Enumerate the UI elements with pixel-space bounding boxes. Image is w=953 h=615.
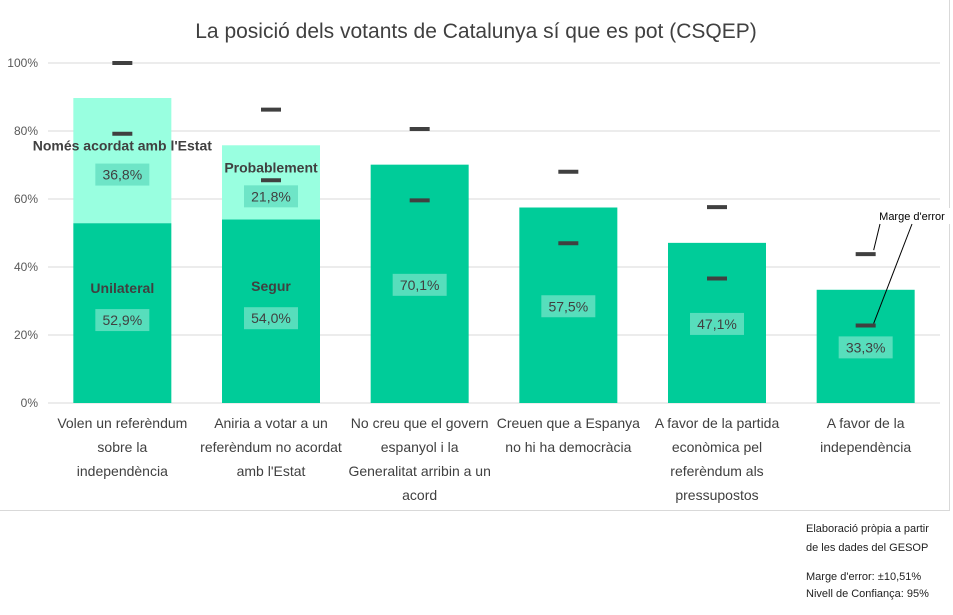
- y-tick-label: 0%: [21, 396, 39, 410]
- category-label: pressupostos: [675, 487, 758, 503]
- annotation-leader: [873, 223, 881, 251]
- category-label: econòmica pel: [672, 439, 762, 455]
- chart-frame: [0, 0, 950, 511]
- y-tick-label: 60%: [14, 192, 38, 206]
- annotation-leader: [873, 223, 913, 324]
- category-label: acord: [402, 487, 437, 503]
- segment-name: Només acordat amb l'Estat: [33, 138, 213, 154]
- source-note-line2: de les dades del GESOP: [806, 542, 929, 554]
- data-label-box: [244, 185, 298, 208]
- data-label: 21,8%: [251, 188, 291, 204]
- y-tick-label: 100%: [7, 56, 38, 70]
- category-label: referèndum als: [670, 463, 763, 479]
- data-label: 70,1%: [400, 277, 440, 293]
- data-label-box: [95, 163, 150, 186]
- chart-title: La posició dels votants de Catalunya sí …: [195, 20, 756, 43]
- category-label: independència: [820, 439, 911, 455]
- data-label-box: [690, 312, 744, 335]
- data-label-box: [392, 273, 447, 296]
- category-label: espanyol i la: [381, 439, 459, 455]
- category-label: A favor de la partida: [655, 415, 780, 431]
- data-label: 52,9%: [102, 312, 142, 328]
- data-label: 36,8%: [102, 167, 142, 183]
- bar-additional: [73, 98, 172, 224]
- category-label: no hi ha democràcia: [505, 439, 631, 455]
- category-label: amb l'Estat: [237, 463, 306, 479]
- bar-additional: [222, 145, 320, 220]
- annotation-box: [870, 208, 953, 224]
- category-label: No creu que el govern: [351, 415, 489, 431]
- data-label: 47,1%: [697, 316, 737, 332]
- y-tick-label: 40%: [14, 260, 38, 274]
- category-label: independència: [77, 463, 168, 479]
- data-label: 57,5%: [548, 298, 588, 314]
- data-label: 33,3%: [846, 339, 886, 355]
- segment-name: Probablement: [224, 159, 318, 175]
- data-label-box: [95, 309, 150, 332]
- segment-name: Unilateral: [90, 280, 154, 296]
- category-label: Creuen que a Espanya: [497, 415, 640, 431]
- source-note-line1: Elaboració pròpia a partir: [806, 523, 929, 535]
- category-label: A favor de la: [827, 415, 905, 431]
- annotation-label: Marge d'error: [879, 211, 945, 223]
- margin-of-error-note: Marge d'error: ±10,51%: [806, 571, 922, 583]
- data-label-box: [541, 295, 596, 318]
- y-tick-label: 80%: [14, 124, 38, 138]
- category-label: Volen un referèndum: [57, 415, 187, 431]
- category-label: sobre la: [97, 439, 147, 455]
- segment-name: Segur: [251, 278, 291, 294]
- data-label-box: [244, 307, 298, 330]
- confidence-level-note: Nivell de Confiança: 95%: [806, 588, 929, 600]
- bar-chart: La posició dels votants de Catalunya sí …: [7, 20, 953, 503]
- category-label: Aniria a votar a un: [214, 415, 328, 431]
- data-label-box: [838, 336, 893, 359]
- category-label: Generalitat arribin a un: [348, 463, 490, 479]
- data-label: 54,0%: [251, 310, 291, 326]
- y-tick-label: 20%: [14, 328, 38, 342]
- category-label: referèndum no acordat: [200, 439, 342, 455]
